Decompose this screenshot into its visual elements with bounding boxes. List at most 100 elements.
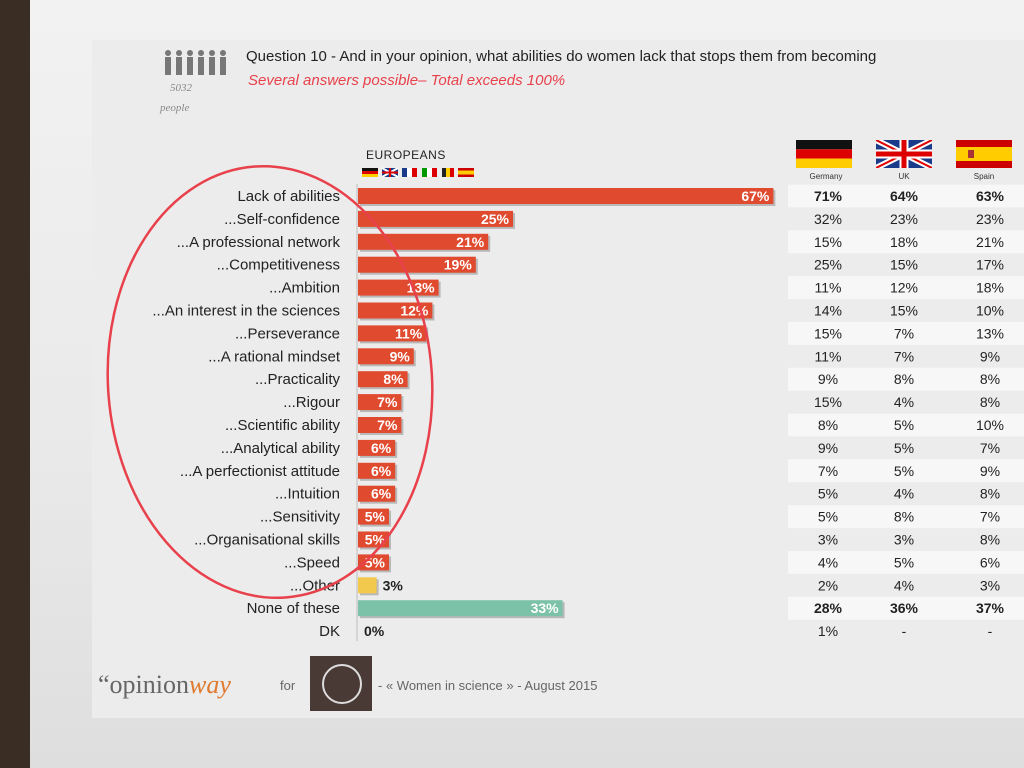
table-cell: 4% xyxy=(894,394,914,410)
value-label: 11% xyxy=(395,325,423,341)
table-cell: 13% xyxy=(976,325,1004,341)
bar xyxy=(358,577,377,594)
value-label: 7% xyxy=(377,417,398,433)
value-label: 12% xyxy=(400,303,429,319)
value-label: 9% xyxy=(390,348,411,364)
category-label: ...Analytical ability xyxy=(221,440,341,457)
table-cell: 9% xyxy=(818,440,838,456)
monitor-bezel xyxy=(0,0,30,768)
table-row-bg xyxy=(788,596,1024,620)
value-label: 5% xyxy=(365,509,386,525)
category-label: ...An interest in the sciences xyxy=(152,303,340,320)
table-cell: 4% xyxy=(818,554,838,570)
table-cell: 9% xyxy=(980,348,1000,364)
table-row-bg xyxy=(788,321,1024,345)
value-label: 3% xyxy=(383,577,404,593)
column-uk: UK xyxy=(898,172,910,181)
table-cell: 3% xyxy=(818,532,838,548)
table-cell: 8% xyxy=(980,394,1000,410)
table-cell: 8% xyxy=(894,509,914,525)
table-cell: 7% xyxy=(894,325,914,341)
table-cell: - xyxy=(902,623,907,639)
table-row-bg xyxy=(788,505,1024,529)
table-row-bg xyxy=(788,459,1024,483)
bar xyxy=(358,325,427,342)
category-label: ...Other xyxy=(290,577,340,594)
table-cell: 7% xyxy=(980,509,1000,525)
bar xyxy=(358,279,439,296)
bar xyxy=(358,508,389,525)
category-label: ...Rigour xyxy=(283,394,340,411)
table-cell: 6% xyxy=(980,554,1000,570)
category-label: None of these xyxy=(247,600,340,617)
spain-flag-icon xyxy=(956,140,1012,168)
value-label: 6% xyxy=(371,486,392,502)
table-cell: 23% xyxy=(976,211,1004,227)
opinionway-logo: “opinionway xyxy=(98,670,231,699)
table-cell: 5% xyxy=(894,554,914,570)
value-label: 5% xyxy=(365,554,386,570)
value-label: 8% xyxy=(383,371,404,387)
table-row-bg xyxy=(788,413,1024,437)
table-cell: 5% xyxy=(818,509,838,525)
bar xyxy=(358,302,433,319)
bar xyxy=(358,188,774,204)
table-cell: 5% xyxy=(894,440,914,456)
category-label: ...Organisational skills xyxy=(194,532,340,549)
table-cell: 4% xyxy=(894,486,914,502)
table-cell: 32% xyxy=(814,211,842,227)
category-label: ...Sensitivity xyxy=(260,509,341,526)
category-label: ...A rational mindset xyxy=(208,348,341,365)
table-cell: 15% xyxy=(890,257,918,273)
highlight-circle xyxy=(106,164,434,600)
germany-flag-icon xyxy=(796,140,852,168)
table-cell: 63% xyxy=(976,188,1005,204)
bar xyxy=(358,256,476,273)
question-subtitle: Several answers possible– Total exceeds … xyxy=(248,72,566,89)
category-label: ...A professional network xyxy=(177,234,341,251)
bar xyxy=(358,439,396,456)
category-label: DK xyxy=(319,623,340,640)
category-label: ...Scientific ability xyxy=(225,417,341,434)
table-cell: 5% xyxy=(894,463,914,479)
table-cell: 10% xyxy=(976,303,1004,319)
column-germany: Germany xyxy=(809,172,843,181)
table-cell: 7% xyxy=(980,440,1000,456)
value-label: 5% xyxy=(365,532,386,548)
table-row-bg xyxy=(788,550,1024,574)
category-label: ...Speed xyxy=(284,554,340,571)
table-cell: 23% xyxy=(890,211,918,227)
table-cell: 1% xyxy=(818,623,838,639)
table-cell: 12% xyxy=(890,280,918,296)
value-label: 33% xyxy=(531,600,560,616)
table-cell: 18% xyxy=(976,280,1004,296)
bar xyxy=(358,371,408,388)
table-cell: 37% xyxy=(976,600,1005,616)
table-cell: 15% xyxy=(814,325,842,341)
table-row-bg xyxy=(788,367,1024,391)
category-label: ...Self-confidence xyxy=(224,211,340,228)
table-cell: 2% xyxy=(818,577,838,593)
category-label: ...Ambition xyxy=(269,280,340,297)
category-label: ...A perfectionist attitude xyxy=(180,463,340,480)
table-cell: 11% xyxy=(815,348,842,364)
bar xyxy=(358,348,414,365)
table-cell: 5% xyxy=(818,486,838,502)
bar xyxy=(358,554,389,571)
value-label: 25% xyxy=(481,211,510,227)
people-icon xyxy=(165,50,226,75)
category-label: ...Perseverance xyxy=(235,325,340,342)
value-label: 6% xyxy=(371,463,392,479)
category-label: ...Intuition xyxy=(275,486,340,503)
europeans-heading: EUROPEANS xyxy=(366,148,446,162)
table-cell: 9% xyxy=(818,371,838,387)
table-cell: 8% xyxy=(818,417,838,433)
table-cell: 25% xyxy=(814,257,842,273)
table-cell: 8% xyxy=(980,486,1000,502)
table-cell: 18% xyxy=(890,234,918,250)
category-label: ...Practicality xyxy=(255,371,341,388)
bar xyxy=(358,417,402,433)
column-spain: Spain xyxy=(973,172,995,181)
table-cell: 17% xyxy=(976,257,1004,273)
